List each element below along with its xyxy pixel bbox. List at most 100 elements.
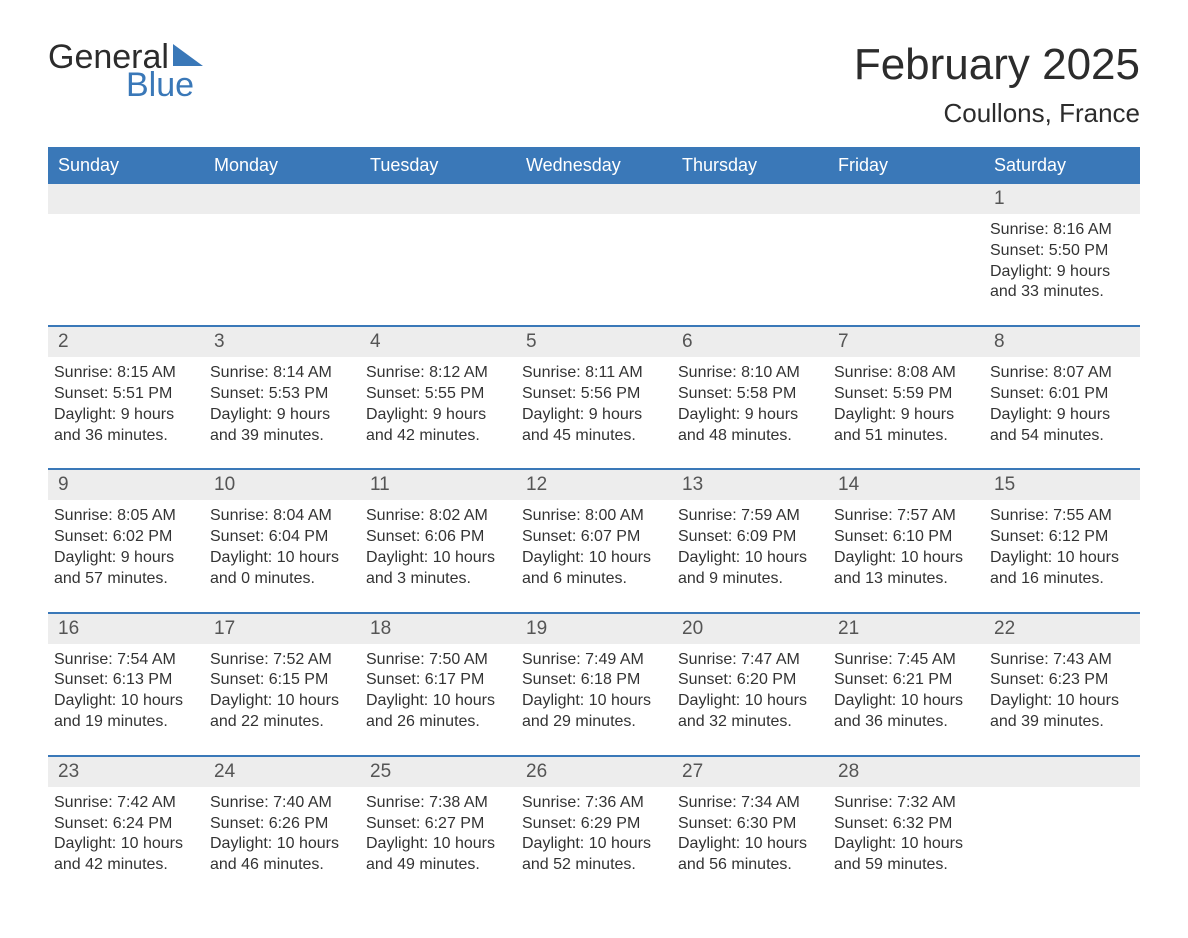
week-row: 9101112131415Sunrise: 8:05 AMSunset: 6:0… — [48, 468, 1140, 611]
daycells-row: Sunrise: 8:05 AMSunset: 6:02 PM Daylight:… — [48, 500, 1140, 611]
day-number: 12 — [516, 470, 672, 500]
sunset-text: Sunset: 6:12 PM — [990, 527, 1130, 548]
day-cell — [828, 214, 984, 325]
header: General Blue February 2025 Coullons, Fra… — [48, 40, 1140, 129]
weeks-container: 1Sunrise: 8:16 AMSunset: 5:50 PMDaylight… — [48, 184, 1140, 898]
sunrise-text: Sunrise: 7:54 AM — [54, 650, 194, 671]
day-number — [672, 184, 828, 214]
daylight-text: Daylight: 10 hours and 52 minutes. — [522, 834, 662, 876]
dow-sunday: Sunday — [48, 147, 204, 184]
day-number: 4 — [360, 327, 516, 357]
week-row: 16171819202122Sunrise: 7:54 AMSunset: 6:… — [48, 612, 1140, 755]
day-cell: Sunrise: 7:54 AMSunset: 6:13 PMDaylight:… — [48, 644, 204, 755]
daylight-text: Daylight: 9 hours and 33 minutes. — [990, 262, 1130, 304]
day-number: 10 — [204, 470, 360, 500]
day-number: 14 — [828, 470, 984, 500]
sunrise-text: Sunrise: 8:11 AM — [522, 363, 662, 384]
sunrise-text: Sunrise: 8:15 AM — [54, 363, 194, 384]
day-number — [204, 184, 360, 214]
sunset-text: Sunset: 5:56 PM — [522, 384, 662, 405]
dow-monday: Monday — [204, 147, 360, 184]
sunrise-text: Sunrise: 7:50 AM — [366, 650, 506, 671]
logo-flag-icon — [173, 44, 203, 66]
calendar: Sunday Monday Tuesday Wednesday Thursday… — [48, 147, 1140, 898]
sunset-text: Sunset: 5:51 PM — [54, 384, 194, 405]
dow-thursday: Thursday — [672, 147, 828, 184]
day-number: 6 — [672, 327, 828, 357]
day-number: 26 — [516, 757, 672, 787]
sunset-text: Sunset: 6:13 PM — [54, 670, 194, 691]
sunset-text: Sunset: 5:59 PM — [834, 384, 974, 405]
daylight-text: Daylight: 10 hours and 22 minutes. — [210, 691, 350, 733]
daylight-text: Daylight: 10 hours and 3 minutes. — [366, 548, 506, 590]
sunrise-text: Sunrise: 7:32 AM — [834, 793, 974, 814]
day-cell: Sunrise: 8:11 AMSunset: 5:56 PMDaylight:… — [516, 357, 672, 468]
daylight-text: Daylight: 10 hours and 49 minutes. — [366, 834, 506, 876]
daynum-band: 2345678 — [48, 327, 1140, 357]
sunset-text: Sunset: 5:50 PM — [990, 241, 1130, 262]
sunset-text: Sunset: 5:55 PM — [366, 384, 506, 405]
sunrise-text: Sunrise: 8:10 AM — [678, 363, 818, 384]
day-number — [516, 184, 672, 214]
sunrise-text: Sunrise: 8:08 AM — [834, 363, 974, 384]
day-cell: Sunrise: 8:15 AMSunset: 5:51 PMDaylight:… — [48, 357, 204, 468]
day-number: 7 — [828, 327, 984, 357]
day-cell: Sunrise: 7:43 AMSunset: 6:23 PMDaylight:… — [984, 644, 1140, 755]
sunset-text: Sunset: 6:06 PM — [366, 527, 506, 548]
day-number: 23 — [48, 757, 204, 787]
day-number — [48, 184, 204, 214]
daynum-band: 1 — [48, 184, 1140, 214]
day-cell: Sunrise: 7:36 AMSunset: 6:29 PMDaylight:… — [516, 787, 672, 898]
daylight-text: Daylight: 10 hours and 9 minutes. — [678, 548, 818, 590]
sunrise-text: Sunrise: 7:36 AM — [522, 793, 662, 814]
day-cell: Sunrise: 7:59 AMSunset: 6:09 PMDaylight:… — [672, 500, 828, 611]
day-cell: Sunrise: 7:42 AMSunset: 6:24 PMDaylight:… — [48, 787, 204, 898]
sunrise-text: Sunrise: 7:45 AM — [834, 650, 974, 671]
sunrise-text: Sunrise: 8:05 AM — [54, 506, 194, 527]
sunset-text: Sunset: 6:26 PM — [210, 814, 350, 835]
sunset-text: Sunset: 6:02 PM — [54, 527, 194, 548]
daylight-text: Daylight: 10 hours and 56 minutes. — [678, 834, 818, 876]
sunrise-text: Sunrise: 7:49 AM — [522, 650, 662, 671]
sunrise-text: Sunrise: 7:55 AM — [990, 506, 1130, 527]
daycells-row: Sunrise: 7:42 AMSunset: 6:24 PMDaylight:… — [48, 787, 1140, 898]
day-number: 19 — [516, 614, 672, 644]
daylight-text: Daylight: 9 hours and 36 minutes. — [54, 405, 194, 447]
daylight-text: Daylight: 10 hours and 0 minutes. — [210, 548, 350, 590]
daycells-row: Sunrise: 8:15 AMSunset: 5:51 PMDaylight:… — [48, 357, 1140, 468]
day-cell: Sunrise: 8:14 AMSunset: 5:53 PMDaylight:… — [204, 357, 360, 468]
sunrise-text: Sunrise: 7:38 AM — [366, 793, 506, 814]
sunset-text: Sunset: 6:30 PM — [678, 814, 818, 835]
week-row: 232425262728Sunrise: 7:42 AMSunset: 6:24… — [48, 755, 1140, 898]
daylight-text: Daylight: 10 hours and 6 minutes. — [522, 548, 662, 590]
day-number: 21 — [828, 614, 984, 644]
day-number: 5 — [516, 327, 672, 357]
daylight-text: Daylight: 10 hours and 46 minutes. — [210, 834, 350, 876]
daynum-band: 9101112131415 — [48, 470, 1140, 500]
day-number — [984, 757, 1140, 787]
day-number: 22 — [984, 614, 1140, 644]
day-number: 1 — [984, 184, 1140, 214]
day-number: 8 — [984, 327, 1140, 357]
day-cell: Sunrise: 8:08 AMSunset: 5:59 PMDaylight:… — [828, 357, 984, 468]
day-cell: Sunrise: 7:57 AMSunset: 6:10 PMDaylight:… — [828, 500, 984, 611]
daylight-text: Daylight: 10 hours and 29 minutes. — [522, 691, 662, 733]
sunset-text: Sunset: 5:58 PM — [678, 384, 818, 405]
daylight-text: Daylight: 10 hours and 19 minutes. — [54, 691, 194, 733]
day-number: 24 — [204, 757, 360, 787]
day-cell — [360, 214, 516, 325]
daylight-text: Daylight: 9 hours and 39 minutes. — [210, 405, 350, 447]
sunset-text: Sunset: 6:15 PM — [210, 670, 350, 691]
day-cell: Sunrise: 7:32 AMSunset: 6:32 PMDaylight:… — [828, 787, 984, 898]
sunset-text: Sunset: 6:21 PM — [834, 670, 974, 691]
day-cell: Sunrise: 8:04 AMSunset: 6:04 PMDaylight:… — [204, 500, 360, 611]
day-cell: Sunrise: 8:00 AMSunset: 6:07 PMDaylight:… — [516, 500, 672, 611]
sunset-text: Sunset: 6:24 PM — [54, 814, 194, 835]
dow-wednesday: Wednesday — [516, 147, 672, 184]
day-cell: Sunrise: 8:07 AMSunset: 6:01 PMDaylight:… — [984, 357, 1140, 468]
daylight-text: Daylight: 10 hours and 13 minutes. — [834, 548, 974, 590]
sunset-text: Sunset: 6:20 PM — [678, 670, 818, 691]
sunrise-text: Sunrise: 7:40 AM — [210, 793, 350, 814]
day-cell — [984, 787, 1140, 898]
sunrise-text: Sunrise: 8:04 AM — [210, 506, 350, 527]
